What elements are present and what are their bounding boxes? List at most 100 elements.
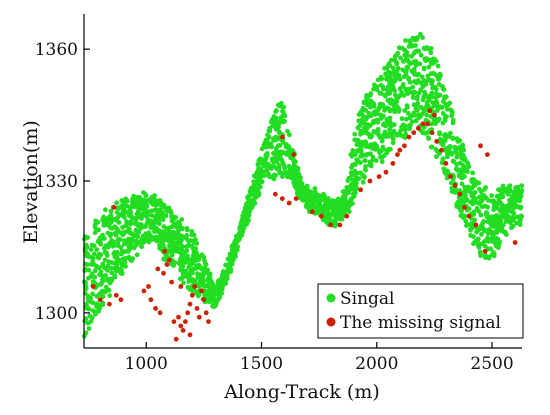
signal-point	[189, 232, 195, 238]
legend-box	[317, 283, 524, 339]
signal-point	[397, 76, 403, 82]
signal-point	[243, 213, 248, 219]
signal-point	[199, 266, 205, 272]
signal-point	[403, 68, 409, 74]
signal-point	[419, 111, 425, 117]
signal-point	[103, 207, 108, 213]
missing-signal-point	[411, 130, 417, 136]
signal-point	[457, 197, 463, 202]
missing-signal-point	[199, 288, 205, 294]
signal-point	[510, 223, 516, 229]
signal-point	[357, 147, 363, 153]
signal-point	[406, 75, 412, 81]
signal-point	[256, 191, 262, 197]
signal-point	[148, 233, 153, 239]
signal-point	[382, 134, 388, 139]
missing-signal-point	[113, 292, 119, 298]
missing-signal-point	[466, 213, 472, 219]
signal-point	[133, 240, 139, 246]
signal-point	[123, 249, 129, 254]
signal-point	[484, 210, 490, 216]
missing-signal-point	[194, 306, 200, 311]
signal-point	[256, 168, 261, 174]
missing-signal-point	[97, 297, 103, 303]
signal-point	[355, 158, 360, 164]
missing-signal-point	[420, 121, 426, 127]
signal-point	[118, 245, 124, 250]
signal-point	[143, 198, 149, 204]
missing-signal-point	[162, 248, 168, 254]
signal-point	[282, 113, 288, 119]
signal-point	[391, 70, 396, 75]
signal-point	[428, 50, 434, 56]
signal-point	[143, 192, 149, 197]
signal-point	[153, 216, 158, 222]
signal-point	[457, 160, 463, 166]
signal-point	[474, 200, 480, 206]
signal-point	[265, 132, 270, 138]
signal-point	[421, 65, 427, 71]
signal-point	[291, 159, 297, 165]
signal-point	[273, 146, 279, 151]
signal-point	[295, 168, 301, 173]
signal-point	[140, 206, 146, 212]
signal-point	[350, 148, 356, 153]
signal-point	[213, 297, 219, 303]
signal-point	[384, 87, 390, 92]
signal-point	[365, 100, 370, 105]
signal-point	[86, 306, 92, 311]
signal-point	[414, 118, 419, 123]
signal-point	[339, 209, 345, 215]
signal-point	[124, 198, 130, 204]
signal-point	[472, 239, 478, 245]
signal-point	[105, 276, 111, 282]
signal-point	[166, 243, 172, 249]
signal-point	[184, 227, 190, 233]
signal-point	[449, 189, 455, 195]
signal-point	[137, 221, 142, 227]
signal-point	[425, 73, 431, 79]
signal-point	[356, 176, 362, 182]
signal-point	[383, 71, 388, 77]
signal-point	[472, 190, 478, 195]
signal-point	[85, 298, 91, 304]
signal-point	[465, 160, 471, 166]
signal-point	[332, 198, 338, 204]
signal-point	[178, 267, 183, 273]
signal-point	[169, 252, 175, 258]
signal-point	[328, 200, 334, 206]
signal-point	[242, 205, 248, 211]
signal-point	[506, 207, 512, 212]
signal-point	[133, 201, 139, 207]
signal-point	[437, 104, 443, 110]
signal-point	[105, 268, 110, 273]
signal-point	[401, 74, 407, 80]
signal-point	[255, 173, 261, 178]
signal-point	[435, 63, 441, 69]
signal-point	[120, 256, 126, 262]
signal-point	[384, 117, 390, 122]
signal-point	[434, 100, 440, 106]
missing-signal-point	[452, 183, 458, 188]
signal-point	[112, 261, 118, 266]
signal-point	[109, 270, 115, 276]
missing-signal-point	[485, 152, 490, 158]
signal-point	[403, 116, 409, 122]
signal-point	[181, 280, 186, 286]
signal-point	[106, 223, 112, 229]
signal-point	[139, 244, 145, 250]
signal-point	[449, 180, 454, 186]
signal-point	[119, 251, 125, 256]
signal-point	[85, 235, 91, 240]
signal-point	[167, 231, 173, 237]
signal-point	[442, 132, 448, 137]
signal-point	[200, 277, 206, 283]
signal-point	[303, 186, 309, 192]
signal-point	[470, 198, 476, 203]
signal-point	[285, 149, 291, 155]
signal-point	[129, 258, 134, 263]
missing-signal-point	[448, 174, 453, 180]
signal-point	[152, 227, 158, 232]
signal-point	[440, 111, 446, 116]
signal-point	[127, 246, 133, 251]
